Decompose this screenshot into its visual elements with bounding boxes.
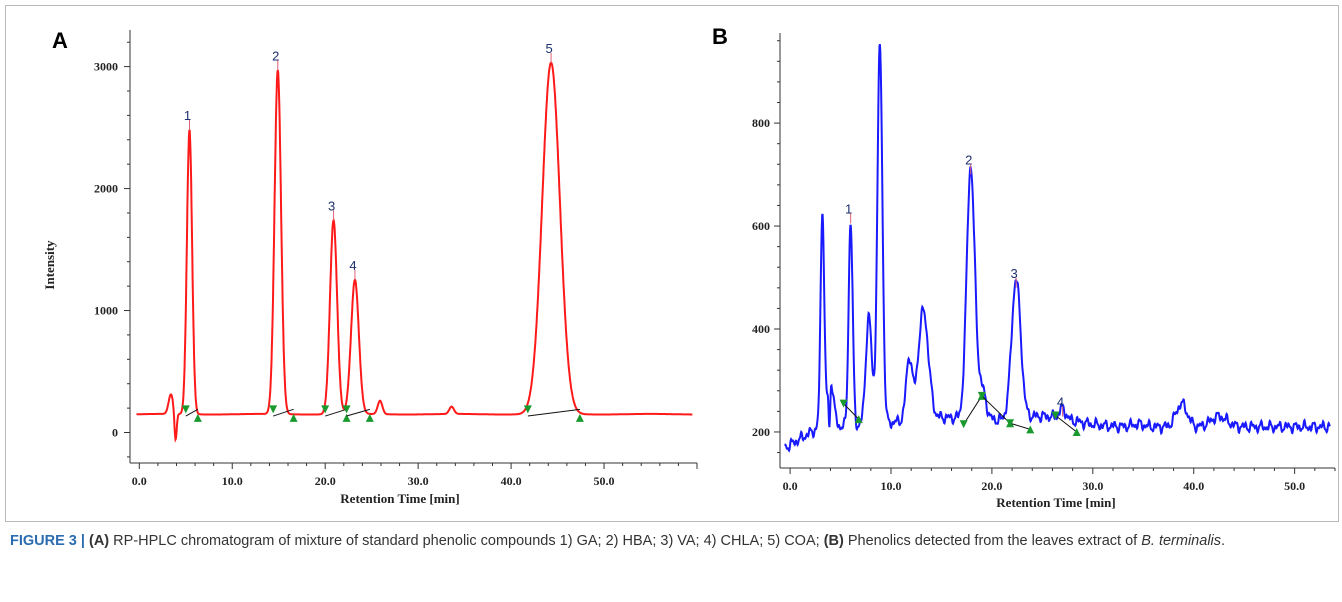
caption-part-a-label: (A) <box>89 533 110 549</box>
peak-label-a: 5 <box>545 41 552 56</box>
x-tick-label-a: 10.0 <box>222 474 243 488</box>
x-tick-label-a: 50.0 <box>594 474 615 488</box>
integration-baseline-a <box>346 408 370 417</box>
caption-part-b-text: Phenolics detected from the leaves extra… <box>843 533 1142 549</box>
x-tick-label-b: 50.0 <box>1284 479 1305 493</box>
chromatogram-trace-b <box>784 43 1331 453</box>
integration-marker-b <box>1026 425 1035 434</box>
integration-baseline-a <box>325 408 347 417</box>
peak-label-a: 3 <box>328 198 335 213</box>
integration-marker-b <box>854 415 863 424</box>
integration-marker-a <box>365 413 374 422</box>
integration-marker-a <box>321 405 330 414</box>
integration-baseline-b <box>963 395 983 425</box>
y-tick-label-a: 0 <box>112 426 118 440</box>
figure-caption: FIGURE 3 | (A) RP-HPLC chromatogram of m… <box>10 530 1330 552</box>
x-tick-label-a: 0.0 <box>132 474 147 488</box>
integration-marker-a <box>575 413 584 422</box>
panel-label-b: B <box>712 24 728 49</box>
peak-label-a: 1 <box>184 108 191 123</box>
x-tick-label-b: 30.0 <box>1082 479 1103 493</box>
integration-marker-a <box>193 413 202 422</box>
integration-baseline-b <box>981 395 1011 424</box>
caption-figure-label: FIGURE 3 | <box>10 533 89 549</box>
integration-baseline-b <box>1009 422 1031 430</box>
integration-marker-b <box>1051 411 1060 420</box>
peak-label-b: 4 <box>1057 395 1064 410</box>
integration-marker-a <box>342 413 351 422</box>
peak-label-a: 2 <box>272 48 279 63</box>
x-axis-label-b: Retention Time [min] <box>996 495 1115 510</box>
integration-marker-a <box>181 405 190 414</box>
integration-marker-b <box>1006 419 1015 428</box>
integration-marker-b <box>839 399 848 408</box>
caption-part-a-text: RP-HPLC chromatogram of mixture of stand… <box>109 533 824 549</box>
x-tick-label-a: 30.0 <box>408 474 429 488</box>
y-tick-label-b: 600 <box>752 219 770 233</box>
integration-marker-b <box>1072 427 1081 436</box>
integration-baseline-a <box>185 408 199 417</box>
x-tick-label-a: 40.0 <box>501 474 522 488</box>
caption-part-b-label: (B) <box>823 533 844 549</box>
peak-label-b: 2 <box>965 153 972 168</box>
integration-baseline-b <box>1055 415 1077 433</box>
x-tick-label-b: 40.0 <box>1183 479 1204 493</box>
caption-end: . <box>1221 533 1226 549</box>
integration-baseline-a <box>272 408 294 417</box>
integration-baseline-a <box>527 408 580 417</box>
x-tick-label-a: 20.0 <box>315 474 336 488</box>
x-tick-label-b: 0.0 <box>783 479 798 493</box>
chromatogram-trace-a <box>136 61 693 443</box>
integration-marker-b <box>959 420 968 429</box>
y-axis-label-a: Intensity <box>42 240 57 290</box>
integration-marker-a <box>269 405 278 414</box>
peak-label-b: 3 <box>1011 266 1018 281</box>
x-tick-label-b: 10.0 <box>881 479 902 493</box>
integration-marker-a <box>342 405 351 414</box>
integration-baseline-b <box>843 403 860 420</box>
panel-label-a: A <box>52 28 68 53</box>
y-tick-label-a: 3000 <box>94 60 118 74</box>
integration-marker-b <box>977 391 986 400</box>
y-tick-label-a: 2000 <box>94 182 118 196</box>
x-axis-label-a: Retention Time [min] <box>340 491 459 506</box>
y-tick-label-b: 400 <box>752 322 770 336</box>
caption-species: B. terminalis <box>1141 533 1222 549</box>
peak-label-a: 4 <box>349 258 356 273</box>
chromatogram-panel-a: A Intensity Retention Time [min] 0.0 10.0… <box>42 28 698 506</box>
integration-marker-a <box>289 413 298 422</box>
y-tick-label-b: 200 <box>752 425 770 439</box>
y-tick-label-b: 800 <box>752 116 770 130</box>
figure-frame <box>5 5 1339 522</box>
peak-label-b: 1 <box>845 201 852 216</box>
x-tick-label-b: 20.0 <box>981 479 1002 493</box>
chromatogram-panel-b: B Retention Time [min] 0.0 10.0 20.0 30.0 40… <box>712 24 1336 510</box>
integration-marker-a <box>523 405 532 414</box>
y-tick-label-a: 1000 <box>94 304 118 318</box>
